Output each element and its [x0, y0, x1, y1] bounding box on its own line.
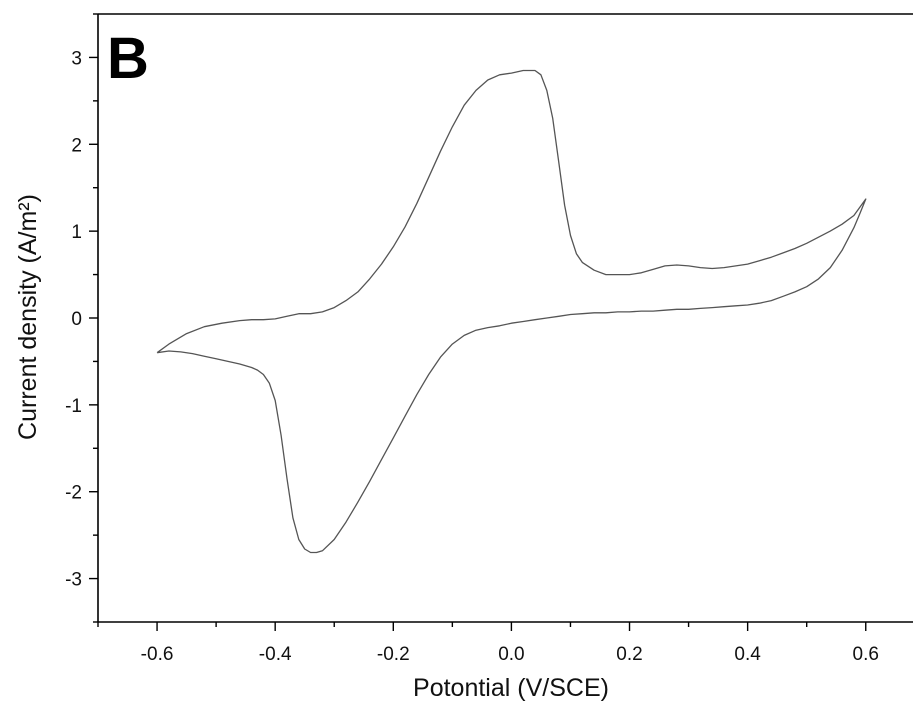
y-axis-ticks: -3 -2 -1 0 1 2 3	[65, 13, 98, 623]
x-tick-label: 0.4	[734, 644, 761, 665]
y-tick-label: -2	[65, 483, 82, 504]
axes-frame	[97, 13, 913, 623]
y-axis-title: Current density (A/m²)	[14, 194, 42, 440]
series-layer	[156, 69, 867, 554]
x-tick-label: 0.2	[616, 644, 642, 665]
y-tick-label: 0	[71, 309, 82, 330]
y-tick-label: 2	[71, 135, 82, 156]
x-axis-title: Potontial (V/SCE)	[413, 674, 609, 702]
y-tick-label: 3	[71, 48, 82, 69]
cv-curve-line	[156, 69, 867, 554]
panel-label: B	[107, 26, 149, 91]
x-tick-label: 0.6	[853, 644, 879, 665]
x-axis-ticks: -0.6 -0.4 -0.2 0.0 0.2 0.4 0.6	[97, 622, 879, 665]
x-tick-label: 0.0	[498, 644, 524, 665]
y-tick-label: -3	[65, 570, 82, 591]
y-tick-label: 1	[71, 222, 82, 243]
x-tick-label: -0.6	[141, 644, 174, 665]
x-tick-label: -0.4	[259, 644, 292, 665]
y-tick-label: -1	[65, 396, 82, 417]
x-tick-label: -0.2	[377, 644, 410, 665]
